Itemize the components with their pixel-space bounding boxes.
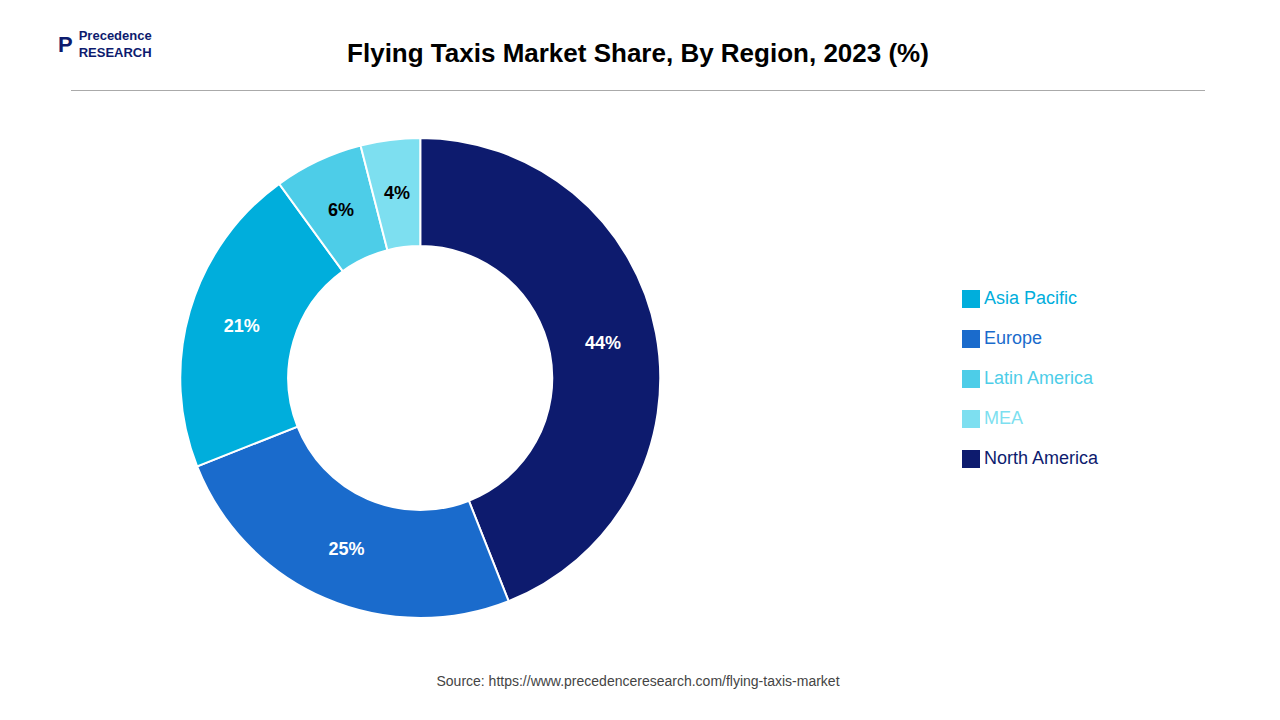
svg-text:4%: 4% bbox=[384, 183, 410, 203]
html-text:Source: https://www.precedence: Source: https://www.precedenceresearch.c… bbox=[436, 673, 840, 689]
svg-text:25%: 25% bbox=[328, 539, 364, 559]
html-text:Latin America: Latin America bbox=[984, 368, 1093, 388]
svg-text:6%: 6% bbox=[328, 200, 354, 220]
svg-text:44%: 44% bbox=[585, 333, 621, 353]
html-text:Europe: Europe bbox=[984, 328, 1042, 348]
html-text:MEA: MEA bbox=[984, 408, 1023, 428]
html-text:Flying Taxis Market Share, By: Flying Taxis Market Share, By Region, 20… bbox=[347, 38, 929, 68]
html-text:Asia Pacific: Asia Pacific bbox=[984, 288, 1077, 308]
html-text:North America: North America bbox=[984, 448, 1098, 468]
svg-text:21%: 21% bbox=[224, 316, 260, 336]
html-text:P Precedence RESEARCH: P Precedence RESEARCH bbox=[58, 28, 152, 60]
